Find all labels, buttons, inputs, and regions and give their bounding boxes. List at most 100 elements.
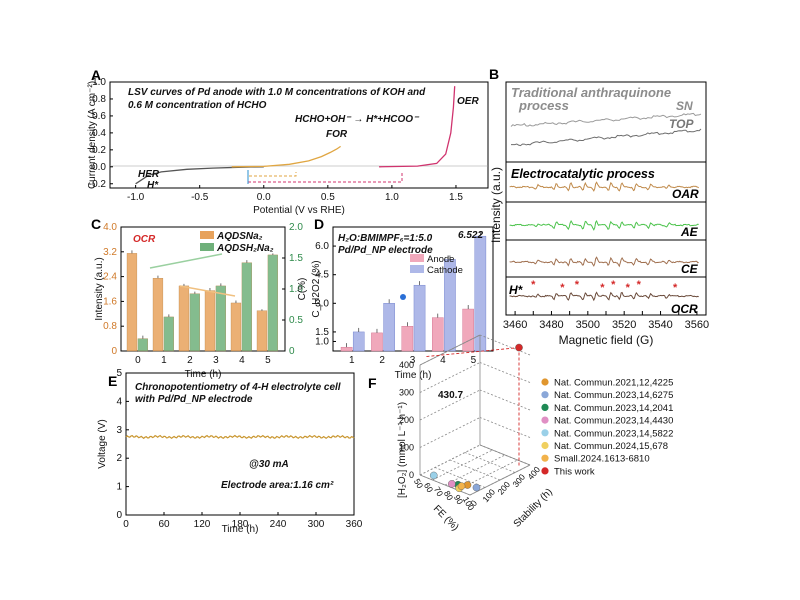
electro-header: Electrocatalytic process bbox=[511, 167, 655, 181]
xlabel-d: Time (h) bbox=[395, 370, 432, 381]
x-tick-label-a: 0.5 bbox=[321, 192, 335, 203]
y-tick-label-c: 3.2 bbox=[103, 247, 117, 258]
data-point bbox=[515, 343, 523, 352]
bar-cathode bbox=[474, 235, 487, 352]
legend-label-f: Nat. Commun.2024,15,678 bbox=[554, 441, 668, 452]
z-tick-label-f: 200 bbox=[399, 415, 414, 425]
bar-aqdsh2na2 bbox=[163, 316, 174, 352]
y-tick-label-d: 4.5 bbox=[315, 270, 329, 281]
y-tick-label-e: 1 bbox=[116, 482, 122, 493]
y-tick-label-c: 0 bbox=[111, 346, 117, 357]
xlabel-c: Time (h) bbox=[185, 369, 222, 380]
x-tick-label-f: 90 bbox=[452, 493, 466, 506]
y-tick-label-a: 0.4 bbox=[92, 128, 106, 139]
y2-tick-label-c: 0 bbox=[289, 346, 295, 357]
bar-aqdsna2 bbox=[152, 277, 164, 352]
legend-label-f: Nat. Commun.2023,14,5822 bbox=[554, 428, 673, 439]
z-tick-label-f: 100 bbox=[399, 443, 414, 453]
data-point bbox=[447, 480, 456, 488]
x-tick-label-d: 2 bbox=[379, 355, 385, 366]
y-tick-label-e: 5 bbox=[116, 368, 122, 379]
legend-label-c: AQDSH₂Na₂ bbox=[216, 243, 274, 254]
trace-label-oar: OAR bbox=[672, 187, 699, 201]
radical-marker: * bbox=[531, 279, 536, 291]
d-title-1: H₂O:BMIMPF₆=1:5.0 bbox=[338, 233, 433, 244]
y-tick-label-f: 200 bbox=[495, 479, 512, 497]
current-label: @30 mA bbox=[249, 459, 289, 470]
y-tick-label-f: 100 bbox=[480, 487, 497, 505]
radical-marker: * bbox=[600, 282, 605, 294]
bar-aqdsna2 bbox=[204, 290, 216, 352]
e-title-2: with Pd/Pd_NP electrode bbox=[135, 394, 253, 405]
voltage-line bbox=[125, 434, 355, 440]
trace-ocr bbox=[509, 291, 699, 302]
legend-marker-f bbox=[541, 429, 549, 437]
x-tick-label-e: 360 bbox=[346, 519, 363, 530]
legend-label-f: Small.2024.1613-6810 bbox=[554, 454, 650, 465]
legend-label-f: This work bbox=[554, 466, 595, 477]
x-tick-label-b: 3540 bbox=[648, 319, 672, 331]
hstar-label-a: H* bbox=[147, 180, 159, 191]
y-tick-label-f: 400 bbox=[525, 464, 542, 482]
traditional-header-2: process bbox=[518, 98, 569, 113]
d-top-value: 6.522 bbox=[458, 230, 483, 241]
trace-ae bbox=[509, 219, 699, 231]
y-tick-label-a: 1.0 bbox=[92, 77, 106, 88]
plot-frame-a bbox=[109, 81, 489, 189]
legend-marker-f bbox=[541, 467, 549, 475]
y-tick-label-c: 0.8 bbox=[103, 321, 117, 332]
trace-label-sn: SN bbox=[676, 99, 693, 113]
y-tick-label-a: 0.8 bbox=[92, 94, 106, 105]
y-tick-label-e: 2 bbox=[116, 453, 122, 464]
legend-marker-f bbox=[541, 403, 549, 411]
trace-oar bbox=[509, 181, 699, 192]
legend-label-c: AQDSNa₂ bbox=[216, 231, 263, 242]
legend-marker-f bbox=[541, 454, 549, 462]
x-tick-label-b: 3480 bbox=[539, 319, 563, 331]
panel-c: C 0 1 2 3 4 5 0 0.8 1.6 2.4 3.2 4.0 0 0.5 1.0 1.5 2.0 OC… bbox=[91, 216, 308, 380]
xlabel-a: Potential (V vs RHE) bbox=[253, 205, 345, 216]
y-tick-label-e: 3 bbox=[116, 425, 122, 436]
grid-floor bbox=[419, 444, 481, 476]
y-tick-label-a: 0.6 bbox=[92, 111, 106, 122]
panel-letter-e: E bbox=[108, 373, 117, 389]
x-tick-label-d: 3 bbox=[410, 355, 416, 366]
legend-marker-f bbox=[541, 441, 549, 450]
frame-top bbox=[419, 334, 481, 366]
x-tick-label-f: 80 bbox=[442, 489, 456, 502]
x-tick-label-a: -1.0 bbox=[127, 192, 145, 203]
trace-label-top: TOP bbox=[669, 117, 694, 131]
series-line-oer bbox=[379, 86, 456, 168]
for-label: FOR bbox=[326, 129, 348, 140]
x-tick-label-a: 0.0 bbox=[257, 192, 271, 203]
radical-marker: * bbox=[626, 282, 631, 294]
ylabel-f: Stability (h) bbox=[512, 487, 555, 530]
radical-marker: * bbox=[560, 282, 565, 294]
y-tick-label-c: 2.4 bbox=[103, 272, 117, 283]
y-tick-label-a: -0.2 bbox=[89, 179, 107, 190]
data-point bbox=[457, 482, 466, 490]
xlabel-f: FE (%) bbox=[431, 503, 461, 533]
highlight-value: 430.7 bbox=[438, 390, 463, 401]
area-label: Electrode area:1.16 cm² bbox=[221, 480, 334, 491]
grid-floor bbox=[464, 452, 516, 473]
radical-marker: * bbox=[637, 279, 642, 291]
z-tick-label-f: 400 bbox=[399, 360, 414, 370]
bar-anode bbox=[432, 317, 444, 352]
bar-aqdsna2 bbox=[126, 253, 138, 352]
bar-anode bbox=[401, 326, 414, 352]
x-tick-label-d: 5 bbox=[471, 355, 477, 366]
ylabel-c: Intensity (a.u.) bbox=[94, 257, 105, 320]
trace-label-ocr: OCR bbox=[671, 302, 698, 316]
e-title-1: Chronopotentiometry of 4-H electrolyte c… bbox=[135, 382, 341, 393]
reaction-label: HCHO+OH⁻ → H*+HCOO⁻ bbox=[295, 114, 420, 125]
x-tick-label-d: 1 bbox=[349, 355, 355, 366]
x-tick-label-c: 1 bbox=[161, 355, 167, 366]
y-tick-label-f: 0 bbox=[468, 498, 479, 508]
x-tick-label-e: 120 bbox=[194, 519, 211, 530]
y-tick-label-a: 0.2 bbox=[92, 145, 106, 156]
ylabel-b: Intensity (a.u.) bbox=[489, 167, 503, 243]
title-a-line2: 0.6 M concentration of HCHO bbox=[128, 100, 267, 111]
y-tick-label-d: 3.0 bbox=[315, 298, 329, 309]
d-marker-dot bbox=[400, 294, 406, 300]
